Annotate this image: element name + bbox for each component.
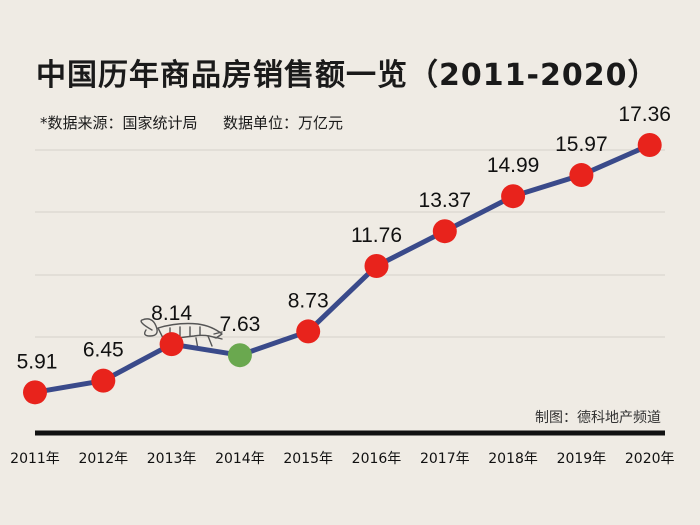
- value-label: 17.36: [618, 103, 671, 126]
- data-point-2015: [296, 319, 321, 344]
- value-label: 8.14: [151, 302, 192, 325]
- data-point-2014: [227, 343, 252, 368]
- data-point-2012: [91, 368, 116, 393]
- x-tick-label: 2015年: [283, 451, 333, 467]
- value-label: 8.73: [288, 289, 329, 312]
- value-label: 7.63: [219, 313, 260, 336]
- data-point-2019: [569, 163, 594, 188]
- value-label: 11.76: [351, 224, 402, 247]
- chart-credit: 制图：德科地产频道: [535, 410, 661, 426]
- x-tick-label: 2020年: [625, 451, 675, 467]
- data-point-2013: [159, 332, 184, 357]
- series-line: [34, 142, 651, 395]
- x-tick-label: 2013年: [147, 451, 197, 467]
- data-point-2016: [364, 253, 389, 278]
- x-tick-label: 2016年: [352, 451, 402, 467]
- value-label: 13.37: [419, 189, 472, 212]
- value-label: 15.97: [555, 133, 608, 156]
- x-tick-label: 2014年: [215, 451, 265, 467]
- x-tick-label: 2012年: [78, 451, 128, 467]
- data-point-2017: [432, 219, 457, 244]
- data-point-2011: [23, 380, 47, 405]
- x-tick-label: 2011年: [10, 451, 60, 467]
- x-tick-label: 2017年: [420, 451, 470, 467]
- chart-title: 中国历年商品房销售额一览（2011-2020）: [36, 58, 659, 93]
- value-label: 5.91: [17, 350, 58, 373]
- data-source-note: *数据来源：国家统计局: [40, 114, 198, 132]
- value-label: 6.45: [83, 339, 124, 362]
- data-point-2018: [501, 184, 526, 209]
- x-tick-label: 2018年: [488, 451, 538, 467]
- x-tick-label: 2019年: [557, 451, 607, 467]
- data-unit-note: 数据单位：万亿元: [223, 114, 344, 132]
- value-label: 14.99: [487, 154, 540, 177]
- data-point-2020: [637, 133, 662, 158]
